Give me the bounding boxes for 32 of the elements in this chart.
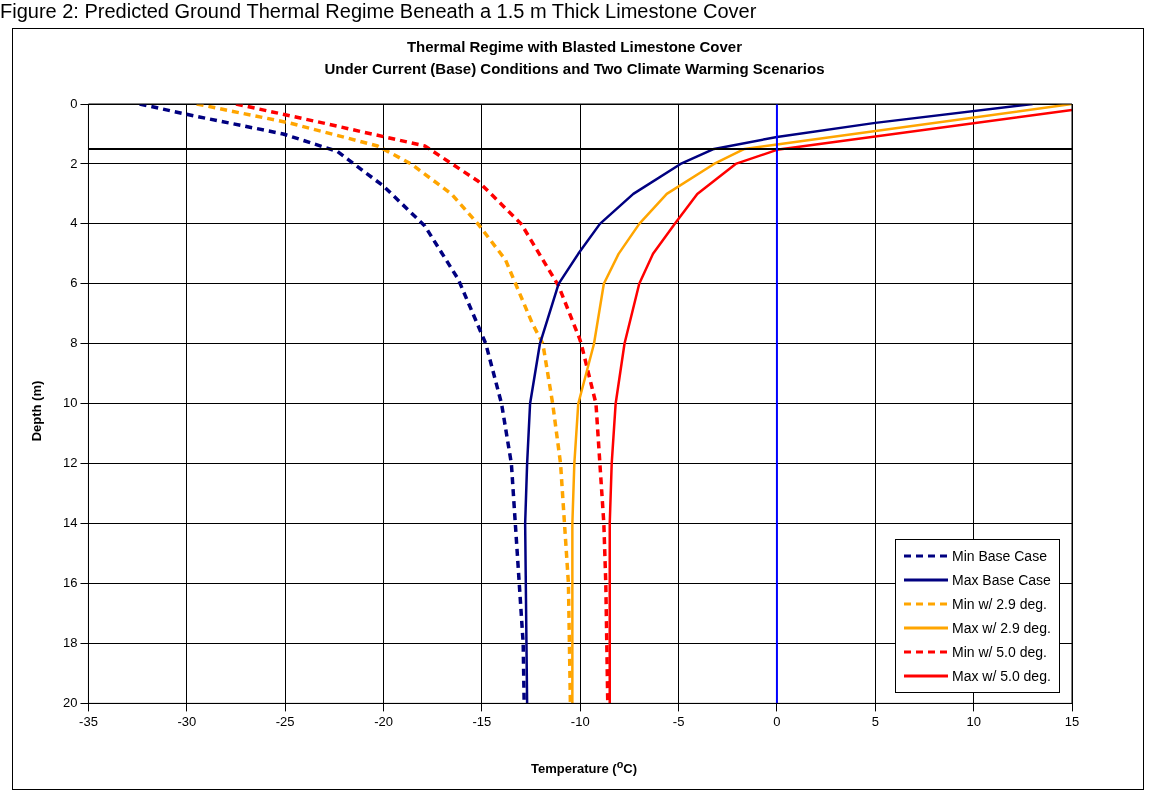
x-axis-title: Temperature ($^{o}$C) (529, 758, 639, 777)
x-tick-label: 15 (1064, 713, 1080, 729)
legend-label: Max Base Case (952, 572, 1051, 589)
legend-label: Min Base Case (952, 548, 1047, 565)
y-tick-label: 8 (70, 335, 78, 351)
x-tick-label: -10 (570, 713, 590, 729)
x-tick-label: -20 (374, 713, 393, 729)
x-tick-label: -30 (177, 713, 197, 729)
legend-label: Min w/ 5.0 deg. (952, 644, 1047, 661)
y-tick-label: 14 (62, 515, 78, 531)
chart-title: Thermal Regime with Blasted Limestone Cover Under Current (Base) Conditions and Two Climate Warming Scenarios (323, 37, 826, 79)
x-tick-label: -35 (79, 713, 98, 729)
y-tick-label: 18 (62, 635, 78, 651)
x-tick-label: -25 (275, 713, 295, 729)
x-tick-label: 10 (966, 713, 981, 729)
y-tick-label: 0 (70, 95, 78, 111)
x-tick-label: 5 (871, 713, 879, 729)
x-tick-label: 0 (773, 713, 781, 729)
y-tick-label: 20 (62, 694, 78, 710)
y-tick-label: 2 (70, 155, 78, 171)
y-tick-label: 6 (70, 275, 78, 291)
y-tick-label: 10 (62, 395, 78, 411)
y-axis-title: Depth (m) (28, 380, 44, 442)
caption: Figure 2: Predicted Ground Thermal Regime Beneath a 1.5 m Thick Limestone Cover (0, 0, 758, 23)
x-tick-label: -15 (472, 713, 492, 729)
legend-label: Max w/ 2.9 deg. (952, 620, 1051, 637)
y-tick-label: 12 (62, 455, 78, 471)
legend-label: Min w/ 2.9 deg. (952, 596, 1047, 613)
legend-label: Max w/ 5.0 deg. (952, 668, 1051, 685)
y-tick-label: 16 (62, 575, 78, 591)
y-tick-label: 4 (70, 215, 78, 231)
x-tick-label: -5 (672, 713, 685, 729)
